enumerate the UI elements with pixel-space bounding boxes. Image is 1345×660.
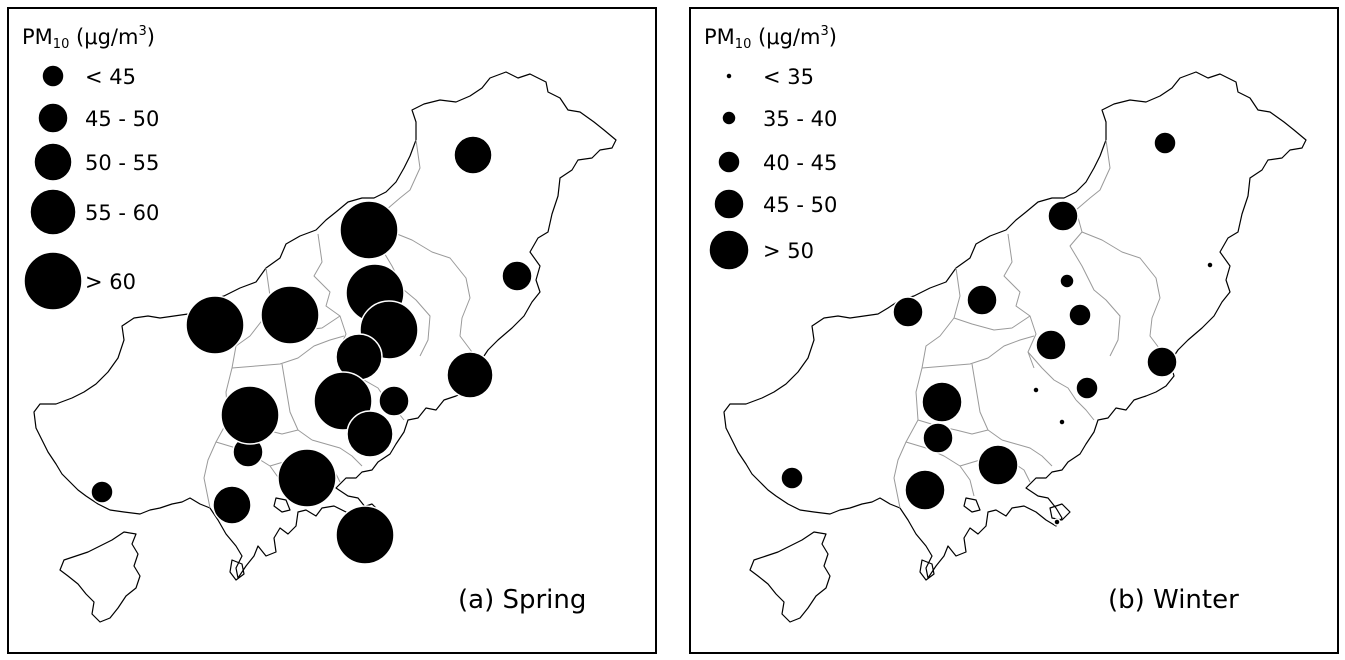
station-marker xyxy=(922,422,954,454)
station-marker xyxy=(1146,346,1178,378)
station-marker xyxy=(346,410,394,458)
legend-symbol xyxy=(23,251,83,311)
panel-frame xyxy=(7,7,657,654)
station-marker xyxy=(335,505,395,565)
legend-symbol xyxy=(33,142,73,182)
station-marker xyxy=(220,385,280,445)
legend-label: 45 - 50 xyxy=(85,107,159,131)
station-marker xyxy=(1058,418,1066,426)
station-marker xyxy=(1059,273,1075,289)
station-marker xyxy=(90,480,114,504)
station-marker xyxy=(1153,131,1177,155)
station-marker xyxy=(339,200,399,260)
station-marker xyxy=(1047,200,1079,232)
station-marker xyxy=(378,385,410,417)
legend-symbol xyxy=(713,188,745,220)
legend-symbol xyxy=(29,188,77,236)
legend-symbol xyxy=(41,64,65,88)
legend-label: > 50 xyxy=(763,239,814,263)
station-marker xyxy=(1206,261,1214,269)
panel-label: (b) Winter xyxy=(1108,585,1239,615)
station-marker xyxy=(1035,329,1067,361)
legend-title: PM10 (μg/m3) xyxy=(704,24,837,52)
legend-label: < 45 xyxy=(85,65,136,89)
legend-symbol xyxy=(37,102,69,134)
station-marker xyxy=(904,469,946,511)
panel-winter: PM10 (μg/m3) < 35 35 - 40 40 - 45 45 - 50 > … xyxy=(689,7,1339,654)
station-marker xyxy=(446,351,494,399)
legend-symbol xyxy=(721,110,737,126)
legend-symbol xyxy=(708,229,750,271)
panel-frame xyxy=(689,7,1339,654)
station-marker xyxy=(1075,376,1099,400)
station-marker xyxy=(501,260,533,292)
legend-label: 50 - 55 xyxy=(85,151,159,175)
legend-label: < 35 xyxy=(763,65,814,89)
station-markers xyxy=(780,131,1214,526)
station-marker xyxy=(260,285,320,345)
station-marker xyxy=(780,466,804,490)
station-marker xyxy=(892,296,924,328)
legend-label: 55 - 60 xyxy=(85,201,159,225)
legend-label: > 60 xyxy=(85,270,136,294)
legend-symbol xyxy=(717,150,741,174)
legend-label: 40 - 45 xyxy=(763,151,837,175)
station-marker xyxy=(1032,386,1040,394)
station-marker xyxy=(1068,303,1092,327)
panel-spring: PM10 (μg/m3) < 45 45 - 50 50 - 55 55 - 60 > … xyxy=(7,7,657,654)
legend-symbol xyxy=(725,72,733,80)
legend: < 45 45 - 50 50 - 55 55 - 60 > 60 xyxy=(23,64,159,311)
station-marker xyxy=(977,444,1019,486)
station-marker xyxy=(277,448,337,508)
station-markers xyxy=(90,135,533,565)
station-marker xyxy=(1053,518,1061,526)
legend-label: 35 - 40 xyxy=(763,107,837,131)
station-marker xyxy=(212,485,252,525)
legend: < 35 35 - 40 40 - 45 45 - 50 > 50 xyxy=(708,65,837,271)
panel-label: (a) Spring xyxy=(458,585,586,615)
legend-label: 45 - 50 xyxy=(763,193,837,217)
station-marker xyxy=(921,381,963,423)
station-marker xyxy=(185,295,245,355)
station-marker xyxy=(966,284,998,316)
station-marker xyxy=(453,135,493,175)
legend-title: PM10 (μg/m3) xyxy=(22,24,155,52)
